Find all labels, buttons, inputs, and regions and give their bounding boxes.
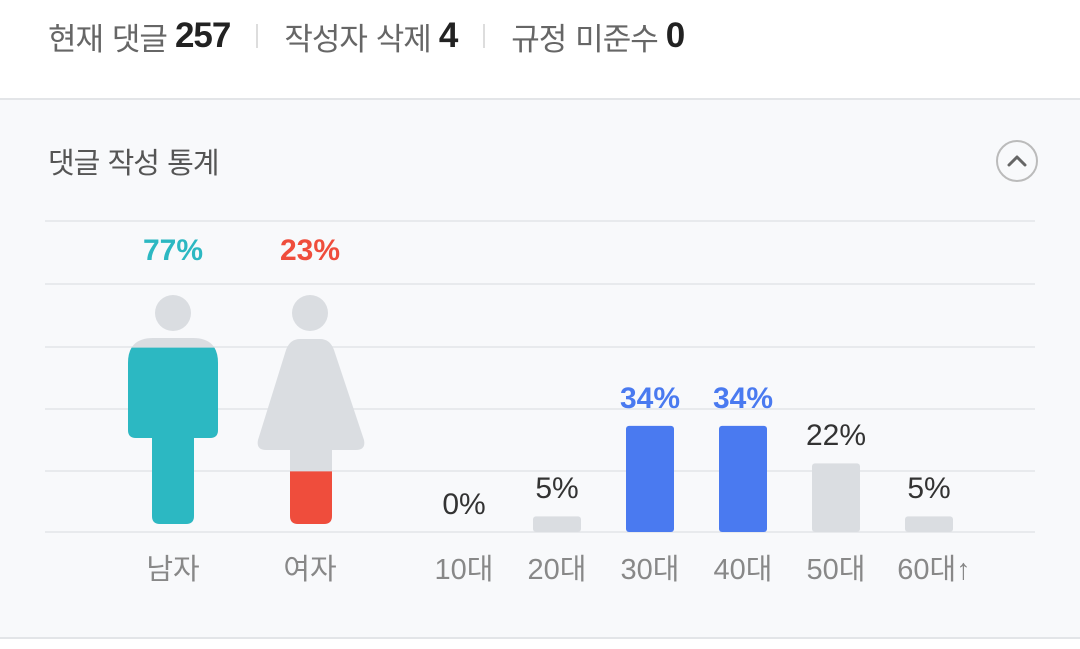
male-figure-fill <box>128 347 218 524</box>
author-deleted-label: 작성자 삭제 <box>284 21 431 58</box>
divider <box>256 24 259 48</box>
female-figure <box>257 295 365 524</box>
age-percent: 5% <box>535 472 579 506</box>
age-percent: 34% <box>712 381 774 415</box>
age-label: 10대 <box>434 554 494 586</box>
gender-percent: 77% <box>142 234 204 267</box>
stats-title: 댓글 작성 통계 <box>48 146 220 180</box>
age-label: 40대 <box>713 554 773 586</box>
age-percent: 22% <box>805 419 867 453</box>
age-percent: 0% <box>442 488 486 521</box>
author-deleted-count: 4 <box>438 16 458 55</box>
gender-percent: 23% <box>279 234 341 267</box>
age-bar <box>905 516 953 532</box>
collapse-button[interactable] <box>996 140 1038 182</box>
age-bar <box>626 425 674 532</box>
age-bar <box>812 463 860 532</box>
age-label: 50대 <box>806 554 866 586</box>
age-label: 20대 <box>527 554 587 586</box>
policy-violation-label: 규정 미준수 <box>511 21 658 58</box>
female-figure-base <box>257 295 365 524</box>
age-bar <box>533 516 581 532</box>
comment-summary: 현재 댓글 257 작성자 삭제 4 규정 미준수 0 <box>48 14 685 58</box>
age-label: 30대 <box>620 554 680 586</box>
age-bar <box>719 425 767 532</box>
gender-label: 여자 <box>283 554 337 586</box>
gender-label: 남자 <box>146 554 200 586</box>
age-percent: 34% <box>619 381 681 415</box>
policy-violation-count: 0 <box>665 16 685 55</box>
age-percent: 5% <box>907 472 951 506</box>
female-figure-fill <box>290 471 332 524</box>
male-figure <box>128 295 218 524</box>
current-comments-label: 현재 댓글 <box>48 21 168 58</box>
age-label: 60대↑ <box>897 554 971 586</box>
chevron-up-icon <box>1007 155 1027 167</box>
divider <box>483 24 486 48</box>
current-comments-count: 257 <box>174 16 231 55</box>
